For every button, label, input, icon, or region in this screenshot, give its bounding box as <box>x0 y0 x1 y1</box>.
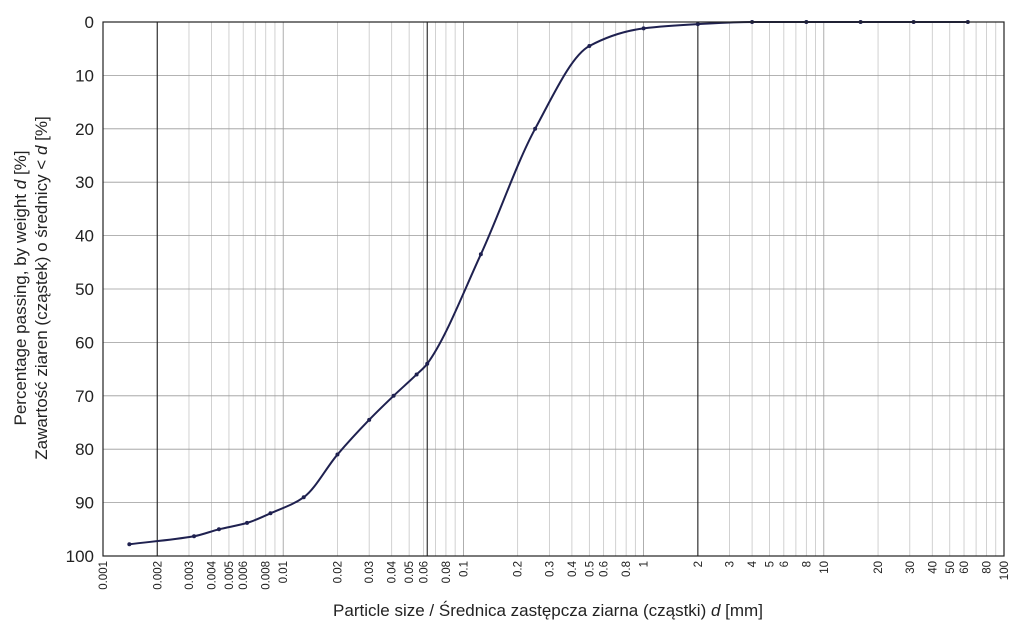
x-tick-label: 30 <box>905 561 917 574</box>
x-tick-label: 8 <box>801 561 813 567</box>
data-point <box>268 511 273 516</box>
x-tick-label: 60 <box>959 561 971 574</box>
data-points-group <box>127 20 970 547</box>
x-tick-label: 0.06 <box>418 561 430 583</box>
data-point <box>245 520 250 525</box>
y-tick-label: 40 <box>75 227 94 246</box>
major-gridlines <box>156 22 699 556</box>
data-point <box>335 452 340 457</box>
y-tick-label: 30 <box>75 173 94 192</box>
data-point <box>533 126 538 131</box>
x-tick-label: 0.006 <box>238 561 250 590</box>
x-tick-label: 40 <box>927 561 939 574</box>
data-point <box>425 361 430 366</box>
x-tick-labels: 0.001 0.002 0.003 0.004 0.005 0.006 0.008 0.01 0… <box>98 560 1011 589</box>
x-tick-label: 0.8 <box>621 561 633 577</box>
plot-frame <box>102 21 1005 557</box>
x-tick-label: 0.05 <box>404 561 416 583</box>
data-point <box>127 542 132 547</box>
x-tick-label: 3 <box>725 561 737 567</box>
x-tick-label: 0.3 <box>544 561 556 577</box>
data-point <box>301 495 306 500</box>
x-tick-label: 0.04 <box>387 560 399 583</box>
x-tick-label: 0.003 <box>184 561 196 590</box>
x-tick-label: 0.5 <box>584 561 596 577</box>
minor-gridlines <box>103 22 1004 556</box>
data-point <box>391 393 396 398</box>
x-tick-label: 0.02 <box>332 561 344 583</box>
data-point <box>695 22 700 27</box>
y-tick-label: 100 <box>66 547 94 566</box>
x-tick-label: 6 <box>779 561 791 567</box>
x-tick-label: 1 <box>639 561 651 567</box>
x-tick-label: 10 <box>819 561 831 574</box>
x-tick-label: 0.03 <box>364 561 376 583</box>
x-tick-label: 80 <box>982 561 994 574</box>
y-tick-label: 0 <box>85 13 94 32</box>
x-tick-label: 20 <box>873 561 885 574</box>
x-tick-label: 2 <box>693 561 705 567</box>
y-tick-labels: 0 10 20 30 40 50 60 70 80 90 100 <box>66 13 94 566</box>
data-point <box>478 252 483 257</box>
data-point <box>641 26 646 31</box>
x-tick-label: 0.6 <box>599 561 611 577</box>
x-tick-label: 0.01 <box>278 561 290 583</box>
x-tick-label: 0.008 <box>261 561 273 590</box>
data-point <box>192 534 197 539</box>
y-axis-title-line-2: Zawartość ziaren (cząstek) o średnicy < … <box>32 116 51 459</box>
y-tick-label: 70 <box>75 387 94 406</box>
x-tick-label: 0.08 <box>441 561 453 583</box>
x-tick-label: 4 <box>747 560 759 567</box>
x-tick-label: 5 <box>765 561 777 567</box>
x-tick-label: 0.1 <box>458 561 470 577</box>
y-tick-label: 50 <box>75 280 94 299</box>
y-tick-label: 60 <box>75 333 94 352</box>
data-point <box>587 44 592 49</box>
y-tick-label: 20 <box>75 120 94 139</box>
x-tick-label: 0.005 <box>224 561 236 590</box>
x-tick-label: 50 <box>945 561 957 574</box>
x-axis-title: Particle size / Średnica zastępcza ziarn… <box>333 601 763 620</box>
x-tick-label: 100 <box>999 561 1011 580</box>
x-tick-label: 0.2 <box>513 561 525 577</box>
data-point <box>216 527 221 532</box>
y-tick-label: 90 <box>75 494 94 513</box>
x-tick-label: 0.004 <box>206 560 218 589</box>
data-point <box>367 417 372 422</box>
y-tick-label: 10 <box>75 66 94 85</box>
x-tick-label: 0.4 <box>567 560 579 577</box>
x-tick-label: 0.002 <box>152 561 164 590</box>
y-axis-title-line-1: Percentage passing, by weight d [%] <box>11 150 30 425</box>
x-tick-label: 0.001 <box>98 561 110 590</box>
plot-border <box>102 21 1005 557</box>
data-point <box>414 372 419 377</box>
y-tick-label: 80 <box>75 440 94 459</box>
